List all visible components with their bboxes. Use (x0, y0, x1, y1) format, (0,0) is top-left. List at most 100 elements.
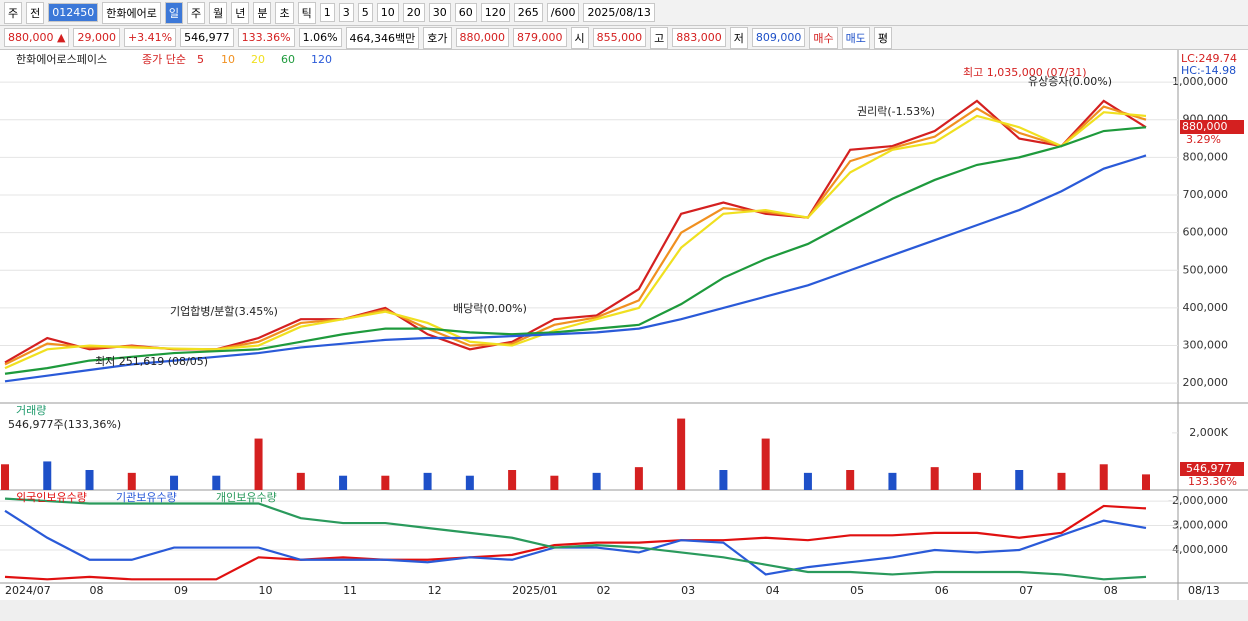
tb: /600 (546, 3, 580, 22)
chart-title: 한화에어로스페이스 (16, 53, 107, 66)
code[interactable]: 012450 (48, 3, 99, 22)
volume-bar (634, 467, 643, 490)
y-tick-label: 300,000 (1183, 339, 1229, 352)
volume-bar (381, 475, 390, 490)
y-tick-label: -2,000,000 (1168, 494, 1228, 507)
volume-bar (719, 470, 728, 490)
annotation: 기업합병/분할(3.45%) (170, 305, 278, 318)
infobar: 880,000 ▲ 29,000 +3.41% 546,977 133.36% 1.06%… (0, 26, 1248, 50)
info: 546,977 (180, 28, 234, 47)
tb[interactable]: 분 (253, 1, 272, 24)
side-label: HC:-14.98 (1181, 64, 1236, 77)
volume-bar (127, 472, 136, 490)
volume-bar (592, 472, 601, 490)
info: 809,000 (751, 28, 806, 47)
volume-bar (930, 467, 939, 490)
info: +3.41% (123, 28, 177, 47)
info: 855,000 (592, 28, 647, 47)
volume-bar (972, 472, 981, 490)
tb[interactable]: 월 (209, 1, 228, 24)
tb[interactable]: 3 (338, 3, 354, 22)
volume-bar (170, 475, 179, 490)
x-tick-label: 10 (259, 584, 273, 597)
x-tick-label: 05 (850, 584, 864, 597)
legend-label: 종가 단순 (142, 53, 186, 66)
x-tick-label: 2025/01 (512, 584, 558, 597)
series-line (4, 504, 1147, 581)
toolbar: 주 전 012450 한화에어로 일 주 월 년 분 초 틱 1 3 5 10 20 30 60 120 265/60… (0, 0, 1248, 26)
info: 133.36% (237, 28, 295, 47)
tb[interactable]: 년 (231, 1, 250, 24)
side-label: 546,977 (1186, 462, 1232, 475)
price-tag (1180, 120, 1244, 134)
series-line (4, 111, 1147, 370)
sell[interactable]: 매도 (841, 26, 870, 49)
series-line (4, 509, 1147, 576)
x-tick-label: 04 (766, 584, 780, 597)
volume-bar (254, 438, 263, 490)
info: 880,000 (455, 28, 510, 47)
x-tick-label: 12 (428, 584, 442, 597)
tb[interactable]: 10 (376, 3, 399, 22)
y-tick-label: 400,000 (1183, 301, 1229, 314)
y-tick-label: 500,000 (1183, 263, 1229, 276)
info: 시 (570, 26, 589, 49)
tb[interactable]: 1 (319, 3, 335, 22)
info: 저 (729, 26, 748, 49)
info: 879,000 (513, 28, 567, 47)
x-tick-label: 2024/07 (5, 584, 51, 597)
tb[interactable]: 주 (4, 1, 23, 24)
legend-entry: 5 (197, 53, 204, 66)
price-tag (1180, 462, 1244, 476)
volume-bar (339, 475, 348, 490)
panel-subtitle: 546,977주(133,36%) (8, 418, 121, 431)
annotation: 최고 1,035,000 (07/31) (963, 66, 1087, 79)
legend-entry: 60 (281, 53, 295, 66)
x-tick-label: 03 (681, 584, 695, 597)
volume-bar (465, 475, 474, 490)
volume-bar (212, 475, 221, 490)
avg[interactable]: 평 (873, 26, 893, 49)
y-tick-label: 200,000 (1183, 376, 1229, 389)
tb[interactable]: 전 (26, 1, 45, 24)
tb[interactable]: 120 (480, 3, 510, 22)
tb[interactable]: 20 (402, 3, 425, 22)
x-tick-label: 06 (935, 584, 949, 597)
tb[interactable]: 30 (428, 3, 451, 22)
date[interactable]: 2025/08/13 (583, 3, 655, 22)
tb[interactable]: 주 (186, 1, 206, 24)
side-label: 133.36% (1188, 475, 1237, 488)
tb[interactable]: 한화에어로 (102, 1, 161, 24)
panel-title: 거래량 (16, 404, 46, 417)
y-tick-label: 1,000,000 (1172, 75, 1228, 88)
tb[interactable]: 일 (164, 1, 183, 24)
volume-bar (1099, 464, 1108, 490)
tb[interactable]: 5 (357, 3, 373, 22)
legend-entry: 개인보유수량 (216, 491, 277, 504)
y-tick-label: 600,000 (1183, 226, 1229, 239)
annotation: 유상증자(0.00%) (1028, 75, 1112, 88)
volume-bar (85, 470, 94, 490)
chart: 200,000 300,000 400,000 500,000 600,000 700,0… (0, 50, 1248, 621)
buy[interactable]: 매수 (809, 26, 838, 49)
scrollbar[interactable] (0, 600, 1248, 621)
tb[interactable]: 초 (275, 1, 294, 24)
x-tick-label: 11 (343, 584, 357, 597)
legend-entry: 120 (311, 53, 332, 66)
tb[interactable]: 틱 (297, 1, 316, 24)
x-tick-label: 02 (597, 584, 611, 597)
y-tick-label: -4,000,000 (1168, 543, 1228, 556)
tb[interactable]: 60 (454, 3, 477, 22)
series-line (4, 497, 1147, 581)
x-tick-label: 07 (1019, 584, 1033, 597)
side-label: 880,000 (1182, 120, 1228, 133)
volume-bar (423, 472, 432, 490)
side-label: LC:249.74 (1181, 52, 1237, 65)
info: 29,000 (73, 28, 120, 47)
volume-bar (1142, 474, 1150, 490)
tb[interactable]: 265 (513, 3, 543, 22)
volume-bar (550, 475, 559, 490)
info: 880,000 ▲ (4, 28, 70, 47)
legend-entry: 기관보유수량 (116, 491, 177, 504)
